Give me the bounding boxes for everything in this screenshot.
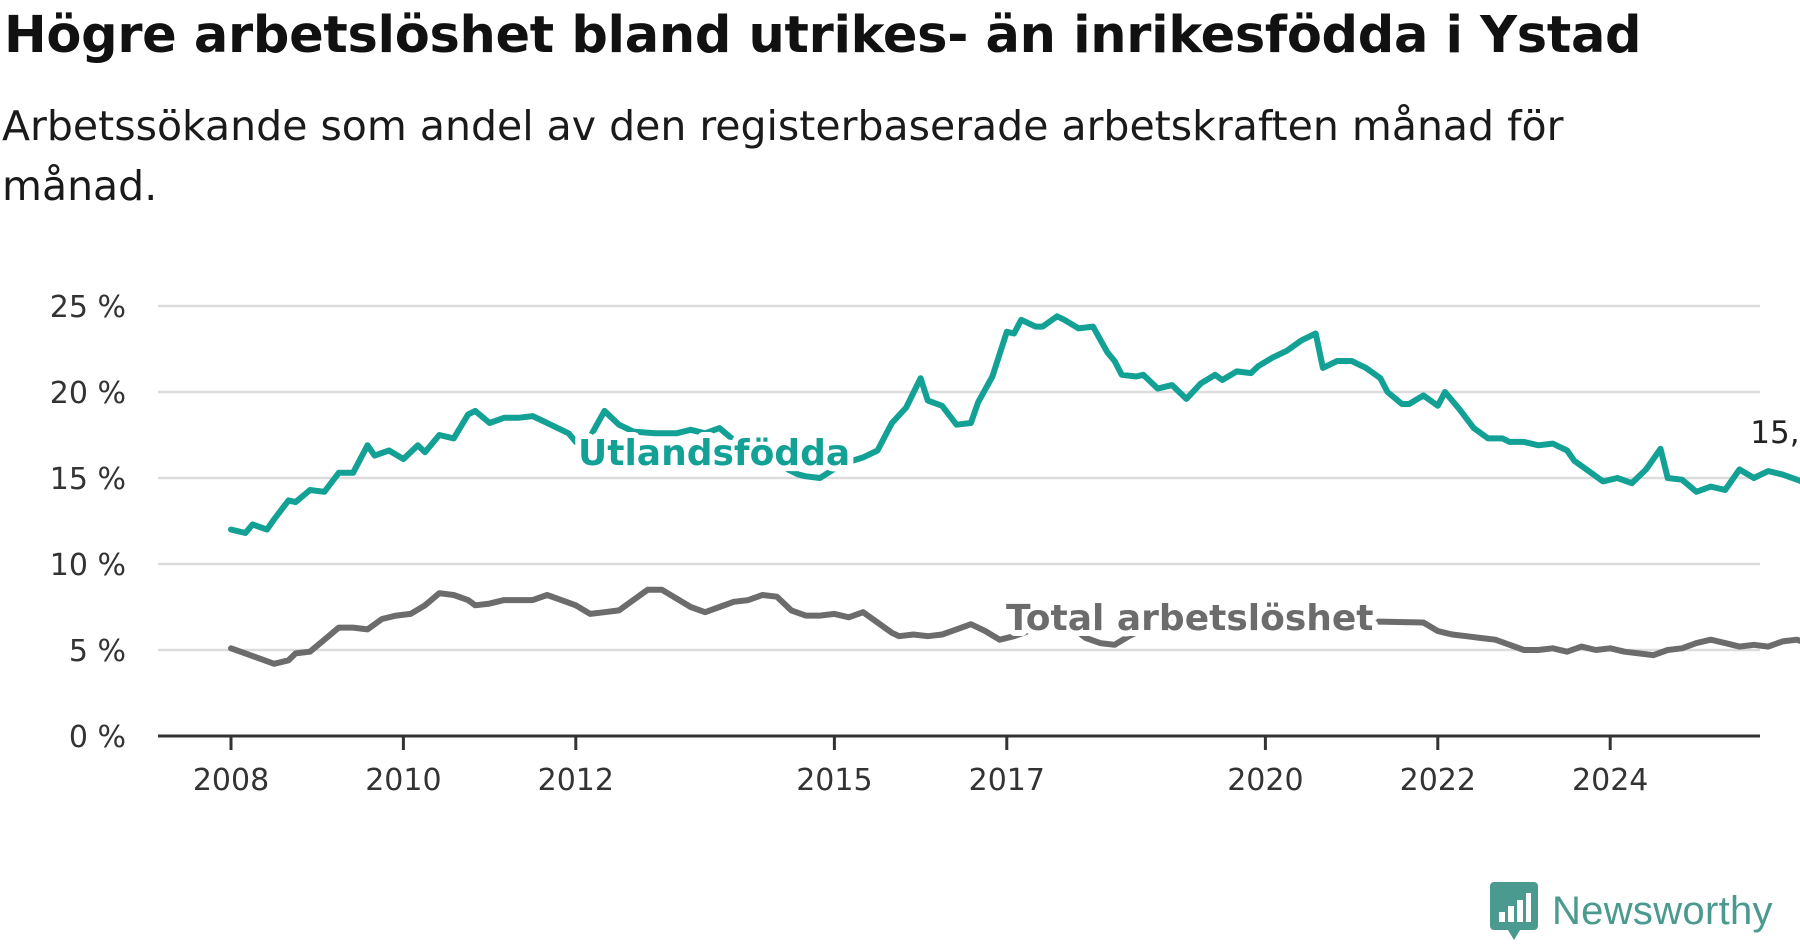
x-axis-tick-labels: 2008 2010 2012 2015 2017 2020 2022 2024 (193, 736, 1648, 798)
series-lines (228, 313, 1800, 667)
x-tick-label: 2010 (365, 763, 441, 798)
y-tick-label: 10 % (50, 548, 126, 583)
x-tick-label: 2020 (1227, 763, 1303, 798)
x-tick-label: 2022 (1400, 763, 1476, 798)
series-label-0: Utlandsfödda (578, 433, 850, 474)
newsworthy-brand-name: Newsworthy (1552, 888, 1773, 933)
y-axis-tick-labels: 0 % 5 % 10 % 15 % 20 % 25 % (50, 290, 126, 755)
y-tick-label: 5 % (69, 634, 126, 669)
newsworthy-logo-icon (1490, 882, 1538, 940)
chart-subtitle: Arbetssökande som andel av den registerb… (2, 102, 1564, 210)
series-label-1: Total arbetslöshet (1006, 598, 1374, 639)
gridlines (158, 304, 1760, 738)
x-tick-label: 2017 (969, 763, 1045, 798)
x-tick-label: 2024 (1572, 763, 1648, 798)
x-tick-label: 2012 (538, 763, 614, 798)
newsworthy-brand: Newsworthy (1490, 882, 1773, 940)
y-tick-label: 25 % (50, 290, 126, 325)
y-tick-label: 15 % (50, 462, 126, 497)
x-tick-label: 2008 (193, 763, 269, 798)
x-tick-label: 2015 (796, 763, 872, 798)
y-tick-label: 0 % (69, 720, 126, 755)
series-line-1 (228, 586, 1800, 667)
y-tick-label: 20 % (50, 376, 126, 411)
series-line-0 (228, 313, 1800, 536)
chart-title: Högre arbetslöshet bland utrikes- än inr… (4, 6, 1642, 65)
series-end-label-0: 15,8 % (1750, 415, 1800, 451)
